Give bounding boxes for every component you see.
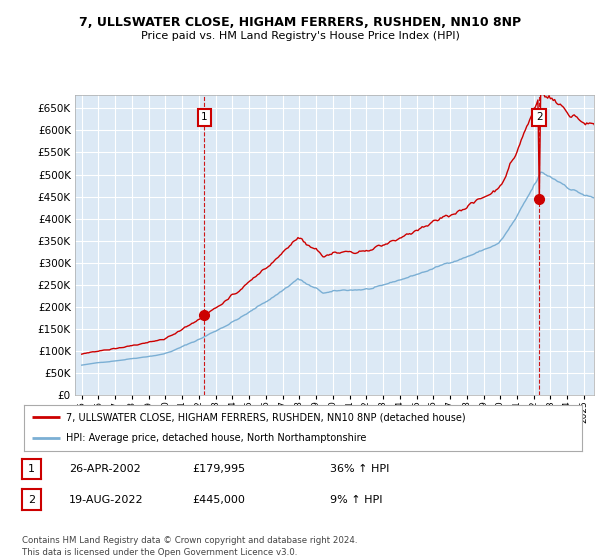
Text: £445,000: £445,000 [192, 494, 245, 505]
Text: 9% ↑ HPI: 9% ↑ HPI [330, 494, 383, 505]
Text: 19-AUG-2022: 19-AUG-2022 [69, 494, 143, 505]
Text: 26-APR-2002: 26-APR-2002 [69, 464, 141, 474]
Text: 7, ULLSWATER CLOSE, HIGHAM FERRERS, RUSHDEN, NN10 8NP: 7, ULLSWATER CLOSE, HIGHAM FERRERS, RUSH… [79, 16, 521, 29]
Text: Price paid vs. HM Land Registry's House Price Index (HPI): Price paid vs. HM Land Registry's House … [140, 31, 460, 41]
Text: Contains HM Land Registry data © Crown copyright and database right 2024.
This d: Contains HM Land Registry data © Crown c… [22, 536, 357, 557]
Text: 36% ↑ HPI: 36% ↑ HPI [330, 464, 389, 474]
Text: 7, ULLSWATER CLOSE, HIGHAM FERRERS, RUSHDEN, NN10 8NP (detached house): 7, ULLSWATER CLOSE, HIGHAM FERRERS, RUSH… [66, 412, 466, 422]
Text: 2: 2 [28, 494, 35, 505]
Text: £179,995: £179,995 [192, 464, 245, 474]
Text: 1: 1 [28, 464, 35, 474]
Text: HPI: Average price, detached house, North Northamptonshire: HPI: Average price, detached house, Nort… [66, 433, 366, 444]
Text: 1: 1 [201, 112, 208, 122]
Text: 2: 2 [536, 112, 542, 122]
